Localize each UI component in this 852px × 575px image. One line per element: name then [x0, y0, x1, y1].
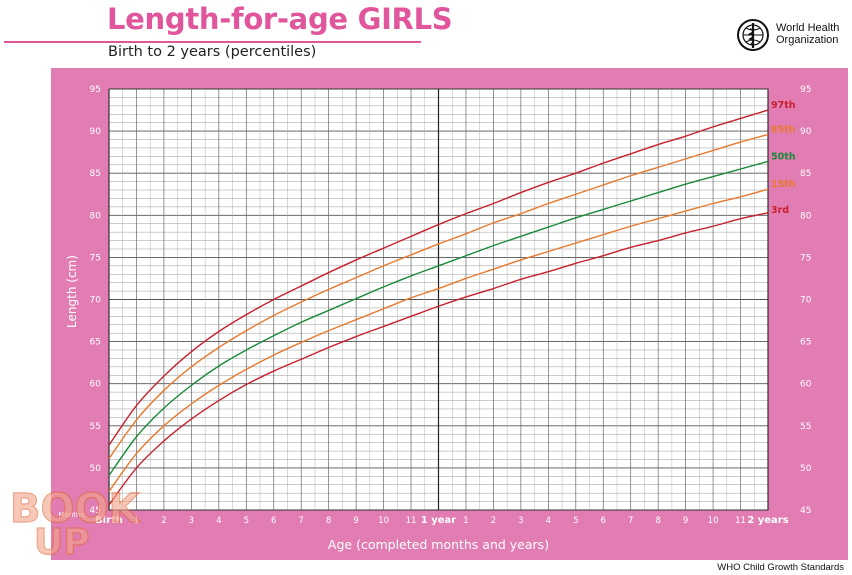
- y-tick-label-right: 75: [800, 253, 811, 263]
- y-tick-label-right: 50: [800, 464, 812, 474]
- x-tick-label: 10: [708, 516, 719, 526]
- y-tick-label-right: 90: [800, 127, 812, 137]
- who-name: World Health Organization: [776, 22, 839, 46]
- x-tick-label: 1 year: [421, 515, 456, 526]
- x-tick-label: 4: [216, 516, 221, 526]
- x-axis-title: Age (completed months and years): [328, 537, 549, 552]
- percentile-label-3rd: 3rd: [771, 205, 789, 216]
- y-tick-label-left: 50: [90, 464, 102, 474]
- y-tick-label-left: 65: [90, 338, 101, 348]
- x-tick-label: 2 years: [747, 515, 788, 526]
- page-subtitle: Birth to 2 years (percentiles): [108, 44, 317, 60]
- y-tick-label-right: 85: [800, 169, 811, 179]
- y-tick-label-right: 60: [800, 380, 812, 390]
- x-tick-label: 6: [271, 516, 276, 526]
- x-tick-label: 2: [491, 516, 496, 526]
- percentile-curve-85th: [108, 133, 769, 460]
- percentile-curve-97th: [108, 109, 769, 446]
- x-tick-label: 10: [378, 516, 389, 526]
- y-tick-label-left: 90: [90, 127, 102, 137]
- x-tick-label: 5: [244, 516, 249, 526]
- x-tick-label: Birth: [95, 515, 123, 526]
- y-tick-label-right: 70: [800, 296, 812, 306]
- page-title: Length-for-age GIRLS: [107, 2, 453, 36]
- title-divider: [4, 41, 421, 43]
- percentile-label-85th: 85th: [771, 124, 796, 135]
- x-tick-label: 6: [601, 516, 606, 526]
- y-tick-label-left: 70: [90, 296, 102, 306]
- y-tick-label-right: 45: [800, 506, 811, 516]
- watermark-text-bottom: UP: [34, 522, 90, 556]
- y-tick-label-right: 95: [800, 85, 811, 95]
- who-logo: World Health Organization: [736, 18, 848, 52]
- y-tick-label-left: 45: [90, 506, 101, 516]
- watermark-text-top: BOOK: [10, 486, 141, 532]
- x-tick-label: 7: [298, 516, 303, 526]
- x-tick-label: 1: [463, 516, 468, 526]
- y-tick-label-left: 80: [90, 211, 102, 221]
- y-tick-label-left: 95: [90, 85, 101, 95]
- plot-border: [108, 88, 769, 511]
- x-tick-label: 3: [518, 516, 523, 526]
- x-tick-label: 5: [573, 516, 578, 526]
- y-axis-title: Length (cm): [65, 255, 79, 328]
- y-tick-label-right: 80: [800, 211, 812, 221]
- y-tick-label-left: 85: [90, 169, 101, 179]
- x-tick-label: 8: [655, 516, 660, 526]
- percentile-label-50th: 50th: [771, 151, 796, 162]
- percentile-curve-15th: [108, 188, 769, 492]
- x-tick-label: 8: [326, 516, 331, 526]
- who-name-line2: Organization: [776, 34, 839, 46]
- x-tick-label: 9: [683, 516, 688, 526]
- percentile-label-15th: 15th: [771, 179, 796, 190]
- x-tick-label: 7: [628, 516, 633, 526]
- y-tick-label-right: 65: [800, 338, 811, 348]
- x-tick-label: 4: [546, 516, 551, 526]
- months-label: Months: [58, 511, 84, 519]
- y-tick-label-left: 55: [90, 422, 101, 432]
- x-tick-label: 9: [353, 516, 358, 526]
- percentile-curve-3rd: [108, 212, 769, 506]
- watermark-logo: BOOK UP: [9, 485, 142, 556]
- y-tick-label-left: 75: [90, 253, 101, 263]
- x-tick-label: 11: [735, 516, 746, 526]
- x-tick-label: 11: [406, 516, 417, 526]
- y-tick-label-left: 60: [90, 380, 102, 390]
- source-note: WHO Child Growth Standards: [717, 562, 844, 573]
- x-tick-label: 1: [134, 516, 139, 526]
- who-emblem-icon: [737, 19, 769, 51]
- y-tick-label-right: 55: [800, 422, 811, 432]
- percentile-label-97th: 97th: [771, 100, 796, 111]
- percentile-curve-50th: [108, 160, 769, 476]
- x-tick-label: 2: [161, 516, 166, 526]
- x-tick-label: 3: [189, 516, 194, 526]
- who-name-line1: World Health: [776, 22, 840, 34]
